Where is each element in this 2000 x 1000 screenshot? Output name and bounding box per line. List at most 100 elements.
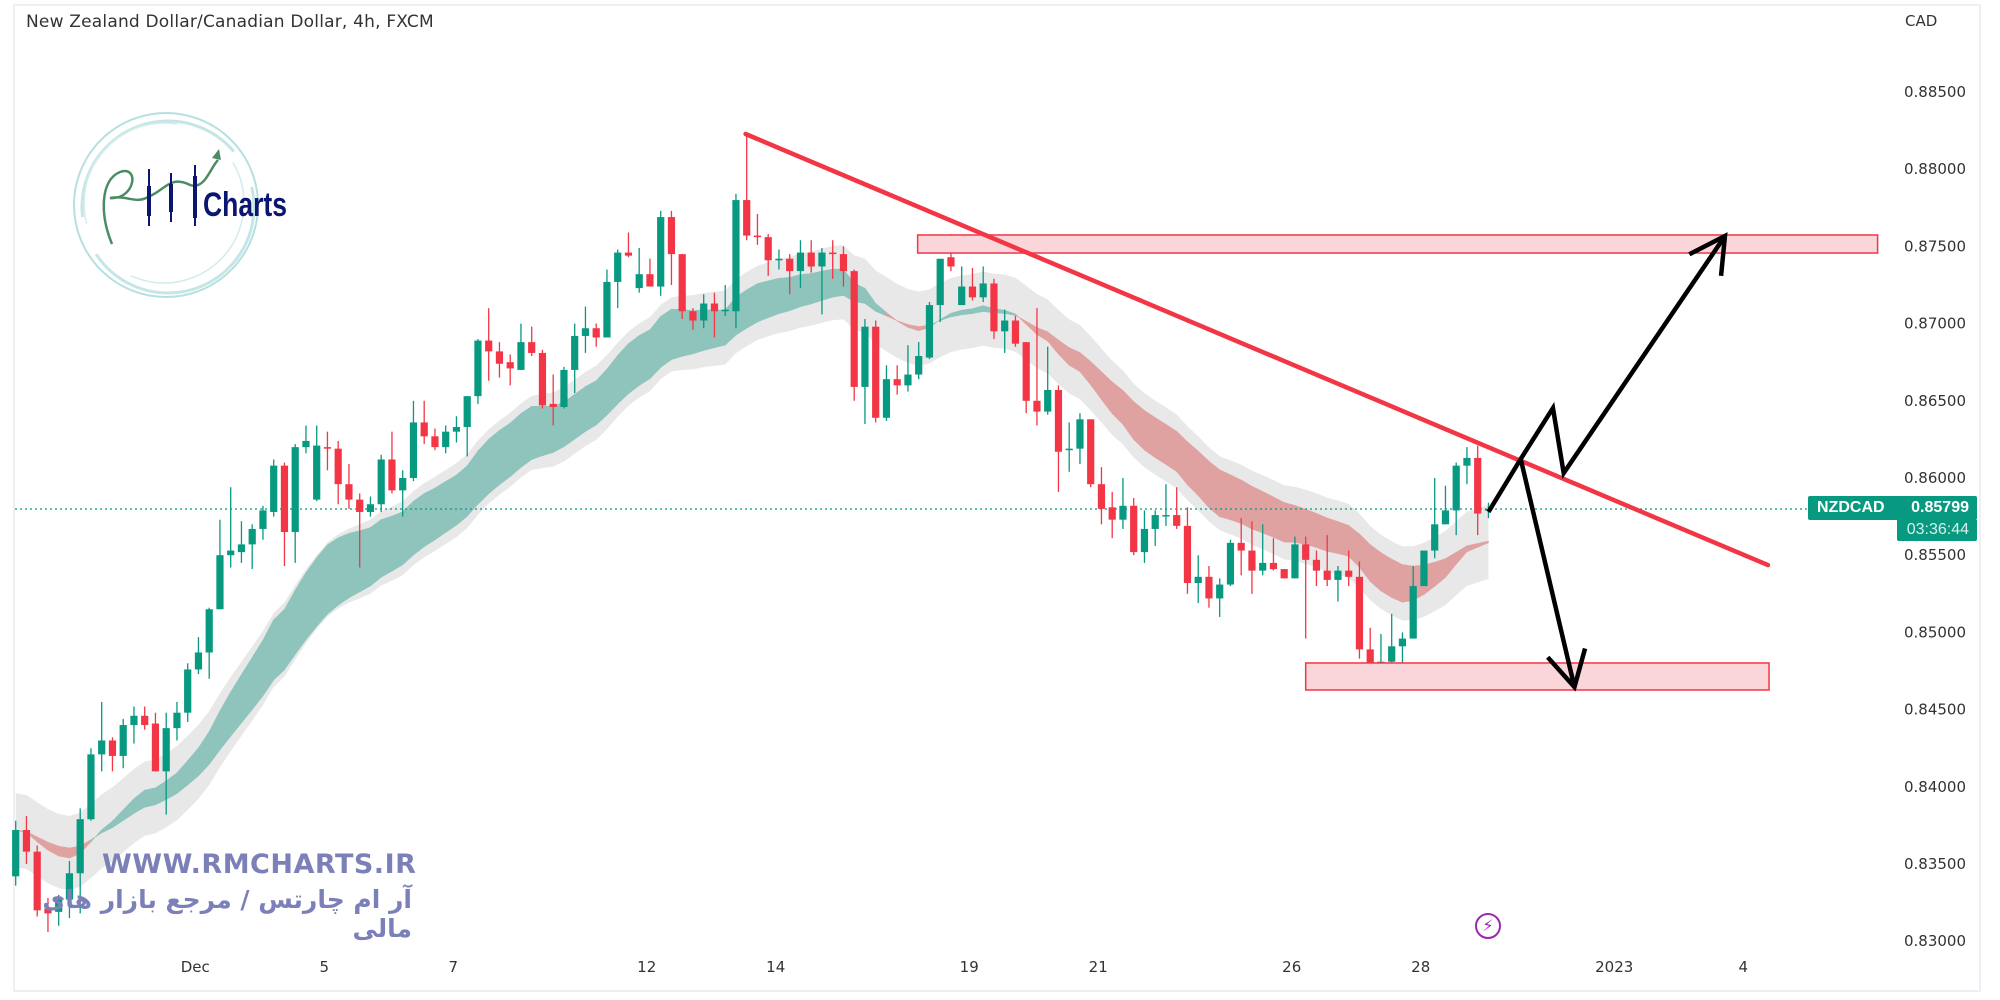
candle[interactable]: [431, 428, 439, 451]
candle[interactable]: [571, 323, 579, 394]
candle[interactable]: [119, 718, 127, 769]
candle[interactable]: [1355, 561, 1364, 659]
candle[interactable]: [882, 365, 891, 421]
candle[interactable]: [581, 306, 590, 353]
candle[interactable]: [323, 431, 332, 471]
candle[interactable]: [1076, 413, 1084, 465]
candle[interactable]: [753, 213, 762, 245]
candle[interactable]: [151, 712, 160, 772]
candle[interactable]: [775, 249, 783, 270]
candle[interactable]: [614, 249, 622, 309]
candle[interactable]: [786, 254, 794, 295]
candle[interactable]: [485, 308, 493, 381]
candle[interactable]: [313, 425, 321, 502]
candle[interactable]: [839, 246, 848, 287]
candle[interactable]: [1237, 518, 1245, 576]
candle[interactable]: [979, 266, 987, 302]
candle[interactable]: [1130, 498, 1138, 556]
candle[interactable]: [1452, 462, 1460, 536]
candle[interactable]: [55, 894, 63, 926]
price-axis[interactable]: 0.88500 0.88000 0.87500 0.87000 0.86500 0.860…: [1904, 83, 1966, 950]
candle[interactable]: [829, 240, 837, 279]
candle[interactable]: [1334, 566, 1342, 602]
candle[interactable]: [227, 487, 235, 568]
candle[interactable]: [302, 425, 310, 454]
candle[interactable]: [1323, 535, 1331, 587]
candle[interactable]: [1248, 521, 1256, 594]
candle[interactable]: [399, 470, 407, 517]
candle[interactable]: [1194, 555, 1202, 604]
candle[interactable]: [33, 845, 41, 917]
candle[interactable]: [936, 258, 944, 323]
candle[interactable]: [44, 897, 52, 932]
candle[interactable]: [1108, 491, 1116, 539]
candle[interactable]: [1011, 315, 1020, 347]
candle[interactable]: [904, 345, 912, 392]
candle[interactable]: [388, 431, 396, 494]
candle[interactable]: [1033, 308, 1041, 426]
candle[interactable]: [1205, 566, 1213, 608]
candle[interactable]: [1312, 550, 1321, 587]
candle[interactable]: [108, 737, 117, 772]
candle[interactable]: [528, 326, 536, 357]
candle[interactable]: [1087, 419, 1095, 488]
candle[interactable]: [657, 210, 665, 296]
candle[interactable]: [452, 416, 461, 443]
candle[interactable]: [1280, 569, 1288, 579]
candle[interactable]: [807, 240, 815, 273]
candle[interactable]: [990, 278, 998, 340]
candle[interactable]: [1345, 550, 1353, 587]
candle[interactable]: [861, 318, 869, 424]
candle[interactable]: [334, 440, 342, 505]
candle[interactable]: [538, 349, 547, 409]
candle[interactable]: [259, 505, 267, 540]
candle[interactable]: [194, 637, 203, 675]
candle[interactable]: [1420, 550, 1428, 587]
candle[interactable]: [1001, 309, 1009, 353]
candle[interactable]: [1151, 510, 1159, 546]
candle[interactable]: [184, 663, 192, 722]
candle[interactable]: [893, 365, 901, 395]
candle[interactable]: [65, 860, 74, 919]
candle[interactable]: [1474, 445, 1482, 536]
candle[interactable]: [130, 706, 138, 744]
candle[interactable]: [635, 247, 643, 293]
resistance-zone[interactable]: [916, 234, 1879, 254]
candle[interactable]: [1097, 467, 1106, 525]
candle[interactable]: [366, 496, 375, 517]
candle[interactable]: [743, 135, 751, 241]
candle[interactable]: [270, 459, 278, 517]
candle[interactable]: [1173, 487, 1181, 529]
candle[interactable]: [710, 292, 719, 338]
candle[interactable]: [1259, 524, 1267, 576]
bearish-projection-arrow[interactable]: [1518, 458, 1577, 688]
candle[interactable]: [968, 268, 977, 301]
candle[interactable]: [603, 269, 611, 338]
support-zone[interactable]: [1304, 662, 1770, 691]
candle[interactable]: [1431, 478, 1439, 559]
candle[interactable]: [98, 701, 106, 772]
candle[interactable]: [517, 323, 525, 370]
candle[interactable]: [818, 247, 826, 315]
candle[interactable]: [1065, 422, 1073, 472]
candle[interactable]: [925, 301, 934, 360]
candle[interactable]: [76, 808, 84, 914]
candle[interactable]: [678, 254, 686, 319]
candle[interactable]: [700, 294, 708, 329]
candle[interactable]: [280, 462, 289, 567]
candle[interactable]: [162, 712, 170, 815]
candle[interactable]: [764, 234, 772, 276]
candle[interactable]: [796, 240, 805, 289]
candle[interactable]: [624, 232, 633, 258]
candle[interactable]: [506, 354, 514, 386]
candle[interactable]: [689, 308, 697, 330]
candle[interactable]: [850, 269, 858, 401]
candle[interactable]: [646, 258, 654, 287]
candle[interactable]: [237, 521, 246, 563]
candle[interactable]: [1463, 447, 1471, 485]
candle[interactable]: [1269, 538, 1278, 571]
candle[interactable]: [1044, 346, 1052, 415]
candle[interactable]: [549, 374, 557, 426]
candle[interactable]: [1183, 507, 1192, 594]
candle[interactable]: [356, 493, 364, 568]
